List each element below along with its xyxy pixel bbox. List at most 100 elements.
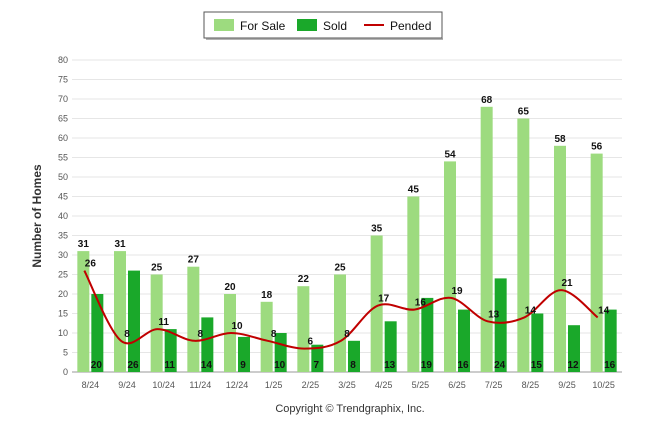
- label-sold: 26: [127, 360, 139, 371]
- label-pended: 16: [415, 298, 427, 309]
- bar-for-sale: [444, 161, 456, 372]
- legend-box: [203, 11, 443, 39]
- bar-for-sale: [297, 286, 310, 372]
- x-tick-label: 4/25: [375, 380, 393, 390]
- x-tick-label: 5/25: [412, 380, 430, 390]
- label-sold: 20: [91, 360, 103, 371]
- bar-for-sale: [517, 118, 530, 372]
- bar-sold: [238, 336, 250, 372]
- x-tick-label: 10/24: [152, 380, 175, 390]
- x-tick-label: 3/25: [338, 380, 356, 390]
- label-pended: 10: [231, 321, 243, 332]
- bar-sold: [91, 294, 104, 372]
- label-pended: 6: [308, 337, 314, 348]
- label-sold: 19: [421, 360, 433, 371]
- bar-for-sale: [554, 145, 566, 372]
- x-tick-label: 7/25: [485, 380, 503, 390]
- label-for-sale: 56: [591, 142, 603, 153]
- label-pended: 13: [488, 309, 500, 320]
- label-pended: 8: [124, 329, 130, 340]
- bar-for-sale: [590, 153, 603, 372]
- y-tick-label: 65: [58, 114, 68, 124]
- y-tick-label: 80: [58, 55, 68, 65]
- y-tick-label: 50: [58, 172, 68, 182]
- label-for-sale: 68: [481, 95, 493, 106]
- copyright-text: Copyright © Trendgraphix, Inc.: [275, 403, 424, 415]
- legend-entry: Sold: [323, 19, 347, 33]
- x-tick-label: 2/25: [302, 380, 320, 390]
- label-sold: 12: [567, 360, 579, 371]
- label-pended: 8: [344, 329, 350, 340]
- y-tick-label: 20: [58, 289, 68, 299]
- label-sold: 11: [164, 360, 175, 371]
- label-for-sale: 25: [151, 263, 163, 274]
- label-sold: 16: [457, 360, 469, 371]
- x-tick-label: 10/25: [592, 380, 615, 390]
- x-tick-label: 6/25: [448, 380, 466, 390]
- bar-for-sale: [334, 274, 346, 372]
- label-sold: 15: [531, 360, 543, 371]
- y-tick-label: 60: [58, 133, 68, 143]
- y-tick-label: 55: [58, 153, 68, 163]
- label-sold: 16: [604, 360, 616, 371]
- x-tick-label: 12/24: [226, 380, 249, 390]
- y-axis-label: Number of Homes: [30, 164, 44, 268]
- pended-line: [83, 270, 599, 350]
- bar-sold: [458, 309, 470, 372]
- bar-sold: [164, 329, 177, 372]
- label-for-sale: 22: [298, 274, 310, 285]
- x-tick-label: 9/25: [558, 380, 576, 390]
- label-sold: 13: [384, 360, 396, 371]
- label-pended: 8: [198, 329, 204, 340]
- bar-for-sale: [77, 251, 90, 372]
- label-for-sale: 35: [371, 224, 383, 235]
- bar-sold: [568, 325, 580, 372]
- y-tick-label: 15: [58, 309, 68, 319]
- y-tick-label: 35: [58, 231, 68, 241]
- y-tick-label: 30: [58, 250, 68, 260]
- label-for-sale: 20: [224, 282, 236, 293]
- y-tick-label: 45: [58, 192, 68, 202]
- y-tick-label: 0: [63, 367, 68, 377]
- x-tick-label: 8/24: [82, 380, 100, 390]
- label-pended: 11: [158, 317, 169, 328]
- legend: For Sale Sold Pended: [203, 11, 443, 40]
- label-sold: 9: [240, 360, 246, 371]
- label-for-sale: 65: [518, 107, 530, 118]
- bar-sold: [494, 278, 507, 372]
- bar-for-sale: [114, 251, 126, 372]
- label-for-sale: 54: [444, 149, 456, 160]
- label-pended: 14: [598, 305, 610, 316]
- label-sold: 10: [274, 360, 286, 371]
- bar-sold: [201, 317, 214, 372]
- bar-sold: [128, 270, 140, 372]
- label-for-sale: 58: [554, 134, 566, 145]
- label-sold: 7: [314, 360, 320, 371]
- label-for-sale: 31: [114, 239, 126, 250]
- bar-sold: [421, 297, 434, 372]
- label-sold: 14: [201, 360, 213, 371]
- legend-entry: Pended: [390, 19, 431, 33]
- label-pended: 8: [271, 329, 277, 340]
- label-pended: 14: [525, 305, 537, 316]
- label-pended: 19: [451, 286, 463, 297]
- label-for-sale: 45: [408, 185, 420, 196]
- bar-for-sale: [370, 235, 383, 372]
- x-tick-label: 8/25: [522, 380, 540, 390]
- label-for-sale: 25: [334, 263, 346, 274]
- x-tick-label: 1/25: [265, 380, 283, 390]
- y-tick-label: 70: [58, 94, 68, 104]
- bar-for-sale: [480, 106, 493, 373]
- bar-sold: [604, 309, 617, 372]
- label-pended: 21: [561, 278, 573, 289]
- bar-sold: [531, 313, 544, 372]
- label-for-sale: 18: [261, 290, 273, 301]
- label-for-sale: 27: [188, 255, 200, 266]
- label-for-sale: 31: [78, 239, 90, 250]
- legend-swatch: [297, 19, 317, 31]
- bar-sold: [384, 321, 397, 372]
- y-tick-label: 25: [58, 270, 68, 280]
- bar-sold: [311, 344, 324, 372]
- bar-for-sale: [150, 274, 163, 372]
